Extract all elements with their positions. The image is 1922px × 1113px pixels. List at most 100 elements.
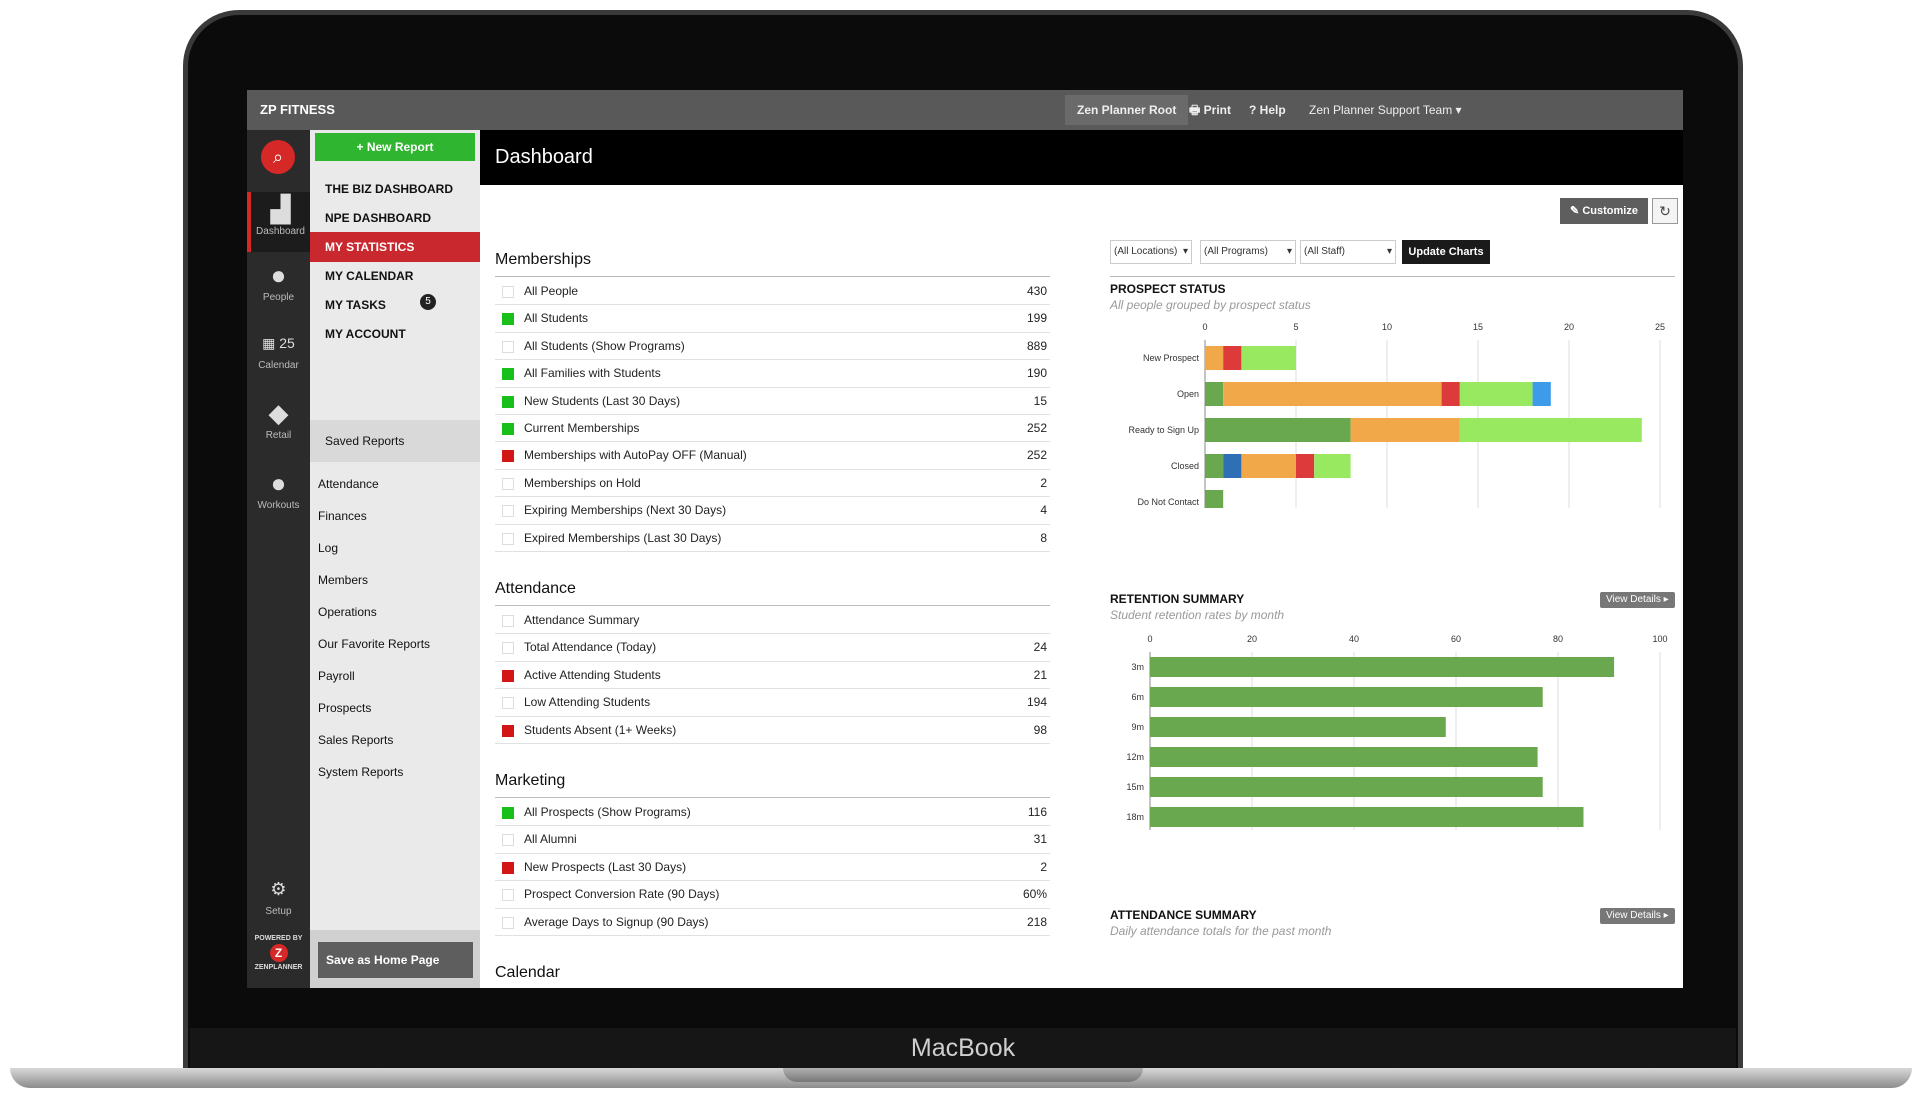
report-link[interactable]: System Reports (318, 765, 404, 779)
report-link[interactable]: Prospects (318, 701, 372, 715)
menu-item[interactable]: MY STATISTICS (310, 232, 480, 262)
row-value: 218 (1026, 914, 1047, 929)
row-value: 116 (1027, 805, 1047, 819)
help-button[interactable]: ? Help (1237, 95, 1298, 125)
staff-select[interactable]: (All Staff) ▾ (1300, 240, 1396, 264)
row-value: 2 (1040, 859, 1047, 874)
menu-item[interactable]: MY ACCOUNT (325, 327, 406, 341)
app-screen: ZP FITNESS Zen Planner Root 🖶 Print ? He… (247, 90, 1683, 988)
table-row[interactable]: Students Absent (1+ Weeks) 98 (495, 717, 1050, 744)
attendance-view-details-button[interactable]: View Details ▸ (1600, 908, 1675, 924)
nav-setup-label: Setup (265, 906, 292, 917)
table-row[interactable]: Memberships on Hold 2 (495, 470, 1050, 498)
refresh-icon[interactable]: ↻ (1652, 198, 1678, 224)
x-tick-label: 15 (1473, 322, 1483, 332)
report-link[interactable]: Sales Reports (318, 733, 394, 747)
menu-item[interactable]: MY TASKS (325, 298, 386, 312)
marketing-title: Marketing (495, 772, 1050, 798)
table-row[interactable]: All Students 199 (495, 305, 1050, 333)
x-tick-label: 25 (1655, 322, 1665, 332)
table-row[interactable]: All Students (Show Programs) 889 (495, 333, 1050, 361)
nav-people[interactable]: ● People (247, 258, 310, 303)
table-row[interactable]: Memberships with AutoPay OFF (Manual) 252 (495, 442, 1050, 470)
row-value: 190 (1026, 366, 1047, 381)
bar-segment (1223, 346, 1242, 370)
report-link[interactable]: Payroll (318, 669, 355, 683)
nav-calendar-label: Calendar (258, 360, 299, 371)
bar-segment (1241, 346, 1296, 370)
report-link[interactable]: Finances (318, 509, 367, 523)
print-button[interactable]: 🖶 Print (1177, 95, 1243, 125)
prospect-status-title: PROSPECT STATUS (1110, 282, 1226, 296)
table-row[interactable]: Low Attending Students 194 (495, 689, 1050, 717)
table-row[interactable]: All People 430 (495, 278, 1050, 306)
main-content: Dashboard ✎ Customize ↻ Memberships All P… (480, 130, 1683, 988)
y-tick-label: 18m (1126, 812, 1144, 822)
table-row[interactable]: Total Attendance (Today) 24 (495, 634, 1050, 662)
powered-by: POWERED BY Z ZENPLANNER (247, 935, 310, 971)
table-row[interactable]: Current Memberships 252 (495, 415, 1050, 443)
nav-retail[interactable]: ◆ Retail (247, 396, 310, 441)
table-row[interactable]: Expired Memberships (Last 30 Days) 8 (495, 525, 1050, 552)
programs-select[interactable]: (All Programs) ▾ (1200, 240, 1296, 264)
new-report-button[interactable]: + New Report (315, 133, 475, 161)
table-row[interactable]: Attendance Summary (495, 607, 1050, 635)
menu-item[interactable]: THE BIZ DASHBOARD (325, 182, 453, 196)
nav-dashboard[interactable]: ▟ Dashboard (247, 192, 310, 252)
laptop-notch (783, 1068, 1143, 1082)
row-value: 252 (1026, 448, 1047, 463)
row-label: All Families with Students (524, 366, 661, 381)
icon-nav: ⌕ ▟ Dashboard ● People ▦ 25 Calendar ◆ Retai… (247, 130, 310, 988)
kettlebell-icon: ● (270, 468, 287, 498)
menu-item[interactable]: NPE DASHBOARD (325, 211, 432, 225)
table-row[interactable]: All Alumni 31 (495, 826, 1050, 854)
status-swatch (502, 422, 514, 435)
report-link[interactable]: Log (318, 541, 339, 555)
x-tick-label: 0 (1147, 634, 1152, 644)
search-icon[interactable]: ⌕ (261, 140, 295, 174)
nav-setup[interactable]: ⚙ Setup (247, 872, 310, 917)
nav-retail-label: Retail (265, 430, 292, 441)
row-label: All Students (524, 311, 589, 326)
retention-view-details-button[interactable]: View Details ▸ (1600, 592, 1675, 608)
report-link[interactable]: Members (318, 573, 369, 587)
bar-segment (1296, 454, 1315, 478)
bar-segment (1459, 382, 1533, 406)
user-menu[interactable]: Zen Planner Support Team ▾ (1297, 95, 1483, 125)
user-name: Zen Planner Support Team (1309, 103, 1453, 117)
row-label: Students Absent (1+ Weeks) (524, 722, 677, 737)
update-charts-button[interactable]: Update Charts (1402, 240, 1490, 264)
locations-select[interactable]: (All Locations) ▾ (1110, 240, 1192, 264)
marketing-section: Marketing All Prospects (Show Programs) 11… (495, 772, 1050, 936)
chevron-down-icon: ▾ (1286, 246, 1292, 257)
chevron-down-icon: ▾ (1182, 246, 1188, 257)
bar-segment (1241, 454, 1296, 478)
table-row[interactable]: All Families with Students 190 (495, 360, 1050, 388)
menu-item[interactable]: MY CALENDAR (325, 269, 414, 283)
table-row[interactable]: New Prospects (Last 30 Days) 2 (495, 854, 1050, 882)
nav-people-label: People (262, 292, 295, 303)
save-home-button[interactable]: Save as Home Page (318, 942, 473, 978)
report-link[interactable]: Our Favorite Reports (318, 637, 431, 651)
calendar-icon: ▦ 25 (262, 335, 295, 351)
nav-workouts[interactable]: ● Workouts (247, 466, 310, 511)
table-row[interactable]: Average Days to Signup (90 Days) 218 (495, 909, 1050, 936)
retention-summary-title: RETENTION SUMMARY (1110, 592, 1245, 606)
root-button[interactable]: Zen Planner Root (1065, 95, 1189, 125)
table-row[interactable]: Prospect Conversion Rate (90 Days) 60% (495, 881, 1050, 909)
x-tick-label: 100 (1652, 634, 1667, 644)
table-row[interactable]: Expiring Memberships (Next 30 Days) 4 (495, 497, 1050, 525)
row-value: 199 (1026, 311, 1047, 326)
nav-dashboard-label: Dashboard (256, 226, 305, 237)
table-row[interactable]: All Prospects (Show Programs) 116 (495, 799, 1050, 827)
report-link[interactable]: Attendance (318, 477, 379, 491)
status-swatch (502, 505, 514, 518)
table-row[interactable]: New Students (Last 30 Days) 15 (495, 388, 1050, 415)
nav-calendar[interactable]: ▦ 25 Calendar (247, 326, 310, 371)
bar-segment (1459, 418, 1642, 442)
customize-button[interactable]: ✎ Customize (1560, 198, 1648, 224)
report-link[interactable]: Operations (318, 605, 377, 619)
bar-segment (1350, 418, 1460, 442)
x-tick-label: 10 (1382, 322, 1392, 332)
table-row[interactable]: Active Attending Students 21 (495, 662, 1050, 690)
